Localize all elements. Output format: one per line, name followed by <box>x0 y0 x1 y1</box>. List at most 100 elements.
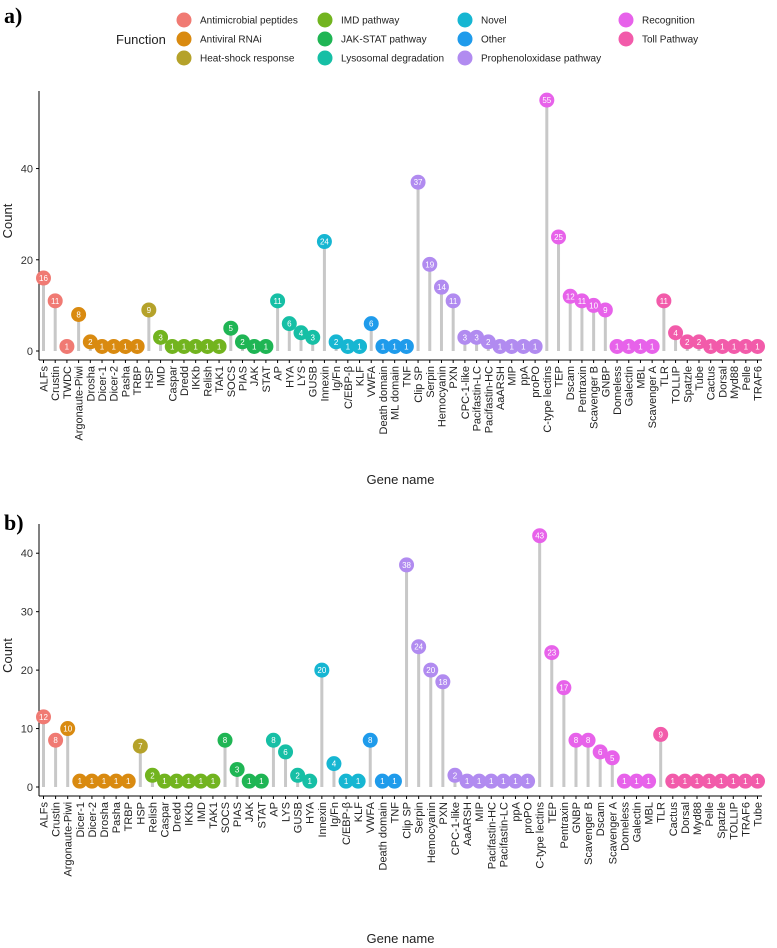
data-label: 1 <box>264 342 269 351</box>
lollipop-tube: 2 Tube <box>691 334 707 391</box>
x-tick-label: MIP <box>507 366 519 386</box>
data-label: 1 <box>217 342 222 351</box>
y-tick-label: 20 <box>21 255 33 267</box>
lollipop-tep: 25 TEP <box>551 229 567 387</box>
lollipop-point <box>737 773 753 789</box>
lollipop-point <box>665 773 681 789</box>
x-tick-label: HSP <box>144 366 156 389</box>
lollipop-point <box>59 338 75 354</box>
data-label: 1 <box>719 777 724 786</box>
x-tick-label: Innexin <box>317 802 329 837</box>
x-tick-label: MBL <box>644 802 656 825</box>
lollipop-ikkb: 1 IKKb <box>188 338 204 390</box>
x-tick-label: HYA <box>284 365 296 387</box>
data-label: 1 <box>344 777 349 786</box>
lollipop-point <box>609 338 625 354</box>
lollipop-point <box>713 773 729 789</box>
data-label: 1 <box>308 777 313 786</box>
data-label: 8 <box>586 736 591 745</box>
lollipop-trbp: 1 TRBP <box>129 338 145 395</box>
x-tick-label: LYS <box>281 802 293 822</box>
data-label: 2 <box>334 338 339 347</box>
lollipop-point <box>305 329 321 345</box>
x-tick-label: Innexin <box>319 366 331 401</box>
data-label: 16 <box>39 274 48 283</box>
data-label: 1 <box>489 777 494 786</box>
legend-item-heat-shock-response: Heat-shock response <box>176 50 295 66</box>
legend-swatch <box>457 50 473 66</box>
x-tick-label: JAK <box>249 365 261 386</box>
lollipop-point <box>129 338 145 354</box>
x-tick-label: HSP <box>135 802 147 825</box>
lollipop-point <box>423 662 439 678</box>
data-label: 5 <box>229 324 234 333</box>
data-label: 1 <box>346 342 351 351</box>
legend-swatch <box>176 31 192 47</box>
lollipop-ppa: 1 ppA <box>507 773 523 822</box>
data-label: 3 <box>235 765 240 774</box>
lollipop-innexin: 20 Innexin <box>314 662 330 837</box>
lollipop-tak1: 1 TAK1 <box>205 773 221 829</box>
data-label: 17 <box>559 684 568 693</box>
legend-item-antiviral-rnai: Antiviral RNAi <box>176 31 262 47</box>
x-tick-label: TAK1 <box>208 802 220 829</box>
lollipop-point <box>246 338 262 354</box>
x-tick-label: Dscam <box>565 366 577 400</box>
x-tick-label: LYS <box>296 366 308 386</box>
data-label: 1 <box>90 777 95 786</box>
data-label: 2 <box>697 338 702 347</box>
lollipop-traf6: 1 TRAF6 <box>737 773 753 837</box>
lollipop-dorsal: 1 Dorsal <box>677 773 693 834</box>
data-label: 1 <box>126 777 131 786</box>
data-label: 2 <box>685 338 690 347</box>
lollipop-point <box>457 329 473 345</box>
x-tick-label: TLR <box>656 802 668 823</box>
data-label: 1 <box>174 777 179 786</box>
data-label: 24 <box>320 238 329 247</box>
data-label: 19 <box>425 260 434 269</box>
x-tick-label: VWFA <box>366 365 378 397</box>
lollipop-death-domain: 1 Death domain <box>375 338 391 435</box>
x-tick-label: Crustin <box>50 366 62 401</box>
lollipop-relish: 2 Relish <box>144 767 160 833</box>
legend-swatch <box>176 50 192 66</box>
x-tick-label: IMD <box>156 366 168 386</box>
x-tick-label: Pacifastin-LC <box>498 802 510 867</box>
lollipop-point <box>363 316 379 332</box>
lollipop-point <box>544 645 560 661</box>
lollipop-point <box>117 338 133 354</box>
data-label: 1 <box>509 342 514 351</box>
legend-label: JAK-STAT pathway <box>341 35 427 46</box>
data-label: 9 <box>603 306 608 315</box>
data-label: 3 <box>310 333 315 342</box>
data-label: 18 <box>438 678 447 687</box>
data-label: 1 <box>627 342 632 351</box>
lollipop-point <box>258 338 274 354</box>
lollipop-point <box>387 338 403 354</box>
lollipop-point <box>223 320 239 336</box>
lollipop-tak1: 1 TAK1 <box>211 338 227 393</box>
data-label: 1 <box>102 777 107 786</box>
lollipop-propo: 1 proPO <box>527 338 543 398</box>
x-tick-label: Dicer-2 <box>87 802 99 837</box>
data-label: 1 <box>501 777 506 786</box>
lollipop-point <box>340 338 356 354</box>
lollipop-gusb: 3 GUSB <box>305 329 321 397</box>
lollipop-point <box>592 744 608 760</box>
data-label: 12 <box>39 713 48 722</box>
x-tick-label: Relish <box>147 802 159 833</box>
lollipop-scavenger-b: 8 Scavenger B <box>580 732 596 865</box>
data-label: 1 <box>650 342 655 351</box>
lollipop-mbl: 1 MBL <box>632 338 648 389</box>
lollipop-ap: 11 AP <box>270 293 286 381</box>
lollipop-point <box>60 721 76 737</box>
lollipop-point <box>164 338 180 354</box>
lollipop-point <box>278 744 294 760</box>
x-tick-label: ALFs <box>39 366 51 392</box>
data-label: 1 <box>525 777 530 786</box>
data-label: 1 <box>743 777 748 786</box>
x-tick-label: GUSB <box>308 366 320 397</box>
lollipop-point <box>338 773 354 789</box>
x-tick-label: VWFA <box>365 801 377 833</box>
lollipop-cpc-1-like: 3 CPC-1-like <box>457 329 473 419</box>
